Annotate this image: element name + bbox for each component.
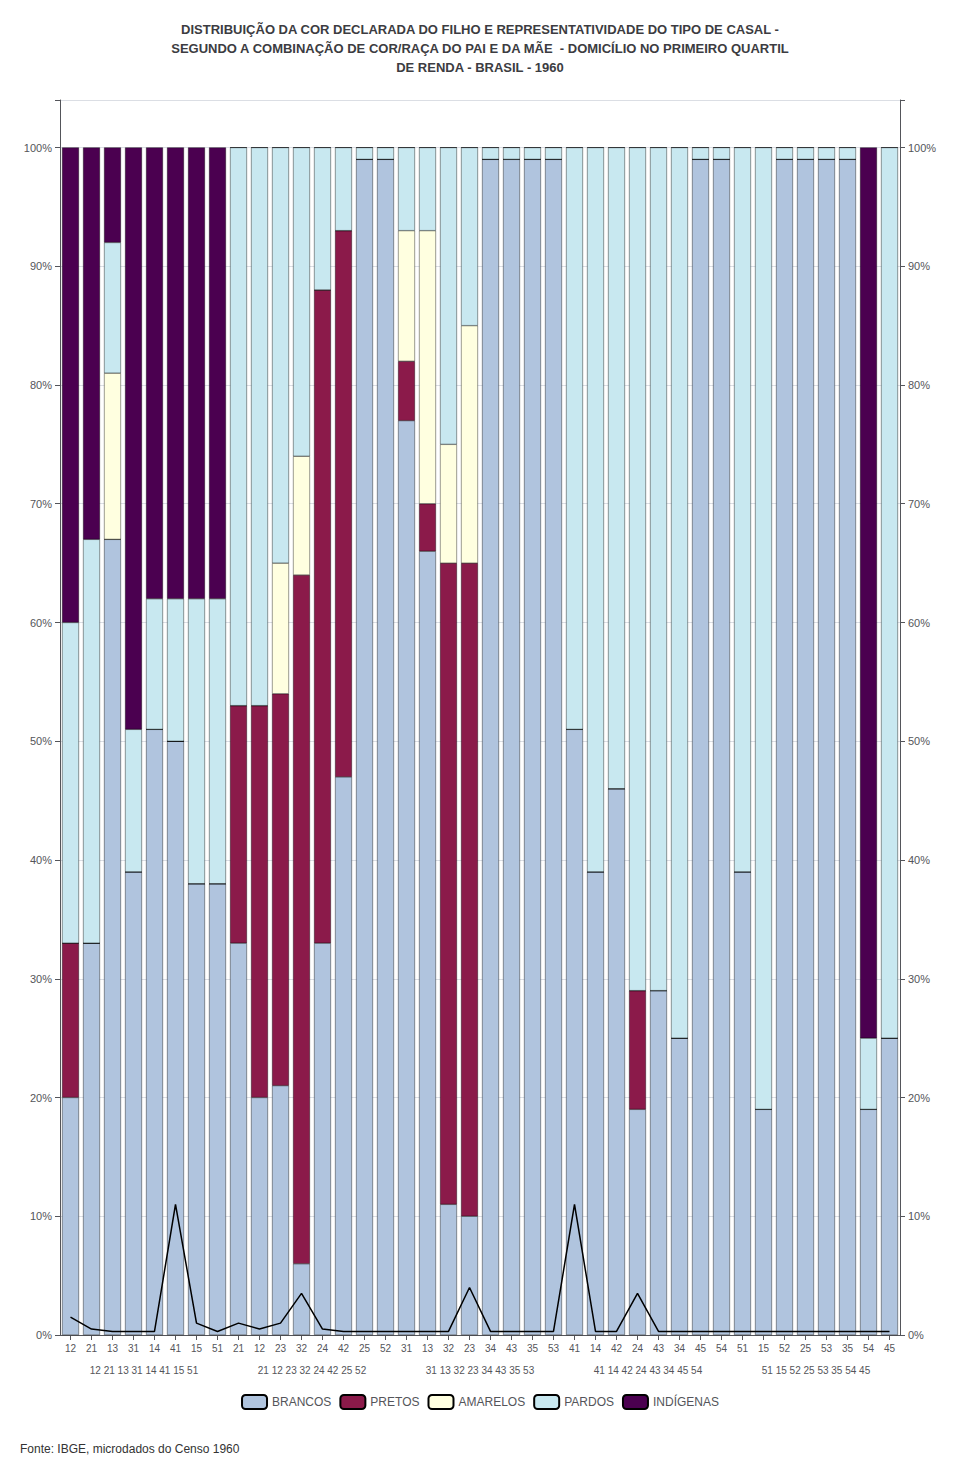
- svg-text:DISTRIBUIÇÃO DA COR DECLARADA: DISTRIBUIÇÃO DA COR DECLARADA DO FILHO E…: [181, 22, 779, 37]
- svg-text:BRANCOS: BRANCOS: [272, 1395, 331, 1409]
- svg-text:34: 34: [674, 1343, 686, 1354]
- svg-text:80%: 80%: [30, 379, 52, 391]
- svg-text:52: 52: [380, 1343, 392, 1354]
- svg-text:35: 35: [527, 1343, 539, 1354]
- svg-text:31 13 32 23 34 43 35 53: 31 13 32 23 34 43 35 53: [426, 1365, 535, 1376]
- svg-text:30%: 30%: [30, 973, 52, 985]
- svg-text:42: 42: [338, 1343, 350, 1354]
- svg-text:54: 54: [863, 1343, 875, 1354]
- svg-text:13: 13: [422, 1343, 434, 1354]
- svg-text:60%: 60%: [908, 617, 930, 629]
- svg-text:12: 12: [65, 1343, 77, 1354]
- svg-text:12 21 13 31 14 41 15 51: 12 21 13 31 14 41 15 51: [90, 1365, 199, 1376]
- svg-text:10%: 10%: [30, 1210, 52, 1222]
- svg-text:32: 32: [443, 1343, 455, 1354]
- svg-text:15: 15: [191, 1343, 203, 1354]
- svg-text:41: 41: [170, 1343, 182, 1354]
- svg-text:23: 23: [275, 1343, 287, 1354]
- svg-text:20%: 20%: [908, 1092, 930, 1104]
- svg-text:25: 25: [800, 1343, 812, 1354]
- svg-text:13: 13: [107, 1343, 119, 1354]
- svg-text:70%: 70%: [908, 498, 930, 510]
- svg-text:31: 31: [401, 1343, 413, 1354]
- svg-text:41 14 42 24 43 34 45 54: 41 14 42 24 43 34 45 54: [594, 1365, 703, 1376]
- svg-text:24: 24: [317, 1343, 329, 1354]
- svg-text:40%: 40%: [908, 854, 930, 866]
- svg-text:AMARELOS: AMARELOS: [458, 1395, 525, 1409]
- svg-text:54: 54: [716, 1343, 728, 1354]
- svg-text:20%: 20%: [30, 1092, 52, 1104]
- svg-text:DE RENDA - BRASIL - 1960: DE RENDA - BRASIL - 1960: [396, 60, 564, 75]
- svg-text:21: 21: [86, 1343, 98, 1354]
- svg-text:15: 15: [758, 1343, 770, 1354]
- svg-text:PARDOS: PARDOS: [564, 1395, 614, 1409]
- svg-text:42: 42: [611, 1343, 623, 1354]
- svg-text:52: 52: [779, 1343, 791, 1354]
- svg-text:100%: 100%: [908, 142, 936, 154]
- svg-text:Fonte: IBGE, microdados do Cen: Fonte: IBGE, microdados do Censo 1960: [20, 1442, 240, 1456]
- svg-text:51: 51: [737, 1343, 749, 1354]
- svg-text:14: 14: [149, 1343, 161, 1354]
- svg-text:40%: 40%: [30, 854, 52, 866]
- svg-text:34: 34: [485, 1343, 497, 1354]
- svg-text:80%: 80%: [908, 379, 930, 391]
- svg-text:INDÍGENAS: INDÍGENAS: [653, 1394, 719, 1409]
- svg-text:12: 12: [254, 1343, 266, 1354]
- svg-text:50%: 50%: [908, 735, 930, 747]
- svg-text:32: 32: [296, 1343, 308, 1354]
- svg-text:23: 23: [464, 1343, 476, 1354]
- svg-text:14: 14: [590, 1343, 602, 1354]
- svg-text:90%: 90%: [908, 260, 930, 272]
- svg-text:100%: 100%: [24, 142, 52, 154]
- svg-text:35: 35: [842, 1343, 854, 1354]
- svg-text:50%: 50%: [30, 735, 52, 747]
- svg-text:45: 45: [695, 1343, 707, 1354]
- svg-text:45: 45: [884, 1343, 896, 1354]
- svg-text:53: 53: [548, 1343, 560, 1354]
- svg-text:10%: 10%: [908, 1210, 930, 1222]
- svg-text:31: 31: [128, 1343, 140, 1354]
- svg-text:25: 25: [359, 1343, 371, 1354]
- svg-text:21 12 23 32 24 42 25 52: 21 12 23 32 24 42 25 52: [258, 1365, 367, 1376]
- svg-text:43: 43: [506, 1343, 518, 1354]
- svg-text:90%: 90%: [30, 260, 52, 272]
- svg-text:0%: 0%: [908, 1329, 924, 1341]
- svg-text:41: 41: [569, 1343, 581, 1354]
- svg-text:60%: 60%: [30, 617, 52, 629]
- svg-text:21: 21: [233, 1343, 245, 1354]
- svg-text:70%: 70%: [30, 498, 52, 510]
- svg-text:53: 53: [821, 1343, 833, 1354]
- svg-text:24: 24: [632, 1343, 644, 1354]
- svg-text:0%: 0%: [36, 1329, 52, 1341]
- svg-text:30%: 30%: [908, 973, 930, 985]
- svg-text:SEGUNDO A COMBINAÇÃO DE COR/RA: SEGUNDO A COMBINAÇÃO DE COR/RAÇA DO PAI …: [171, 41, 789, 56]
- svg-text:PRETOS: PRETOS: [370, 1395, 419, 1409]
- svg-text:43: 43: [653, 1343, 665, 1354]
- svg-text:51: 51: [212, 1343, 224, 1354]
- svg-text:51 15 52 25 53 35 54 45: 51 15 52 25 53 35 54 45: [762, 1365, 871, 1376]
